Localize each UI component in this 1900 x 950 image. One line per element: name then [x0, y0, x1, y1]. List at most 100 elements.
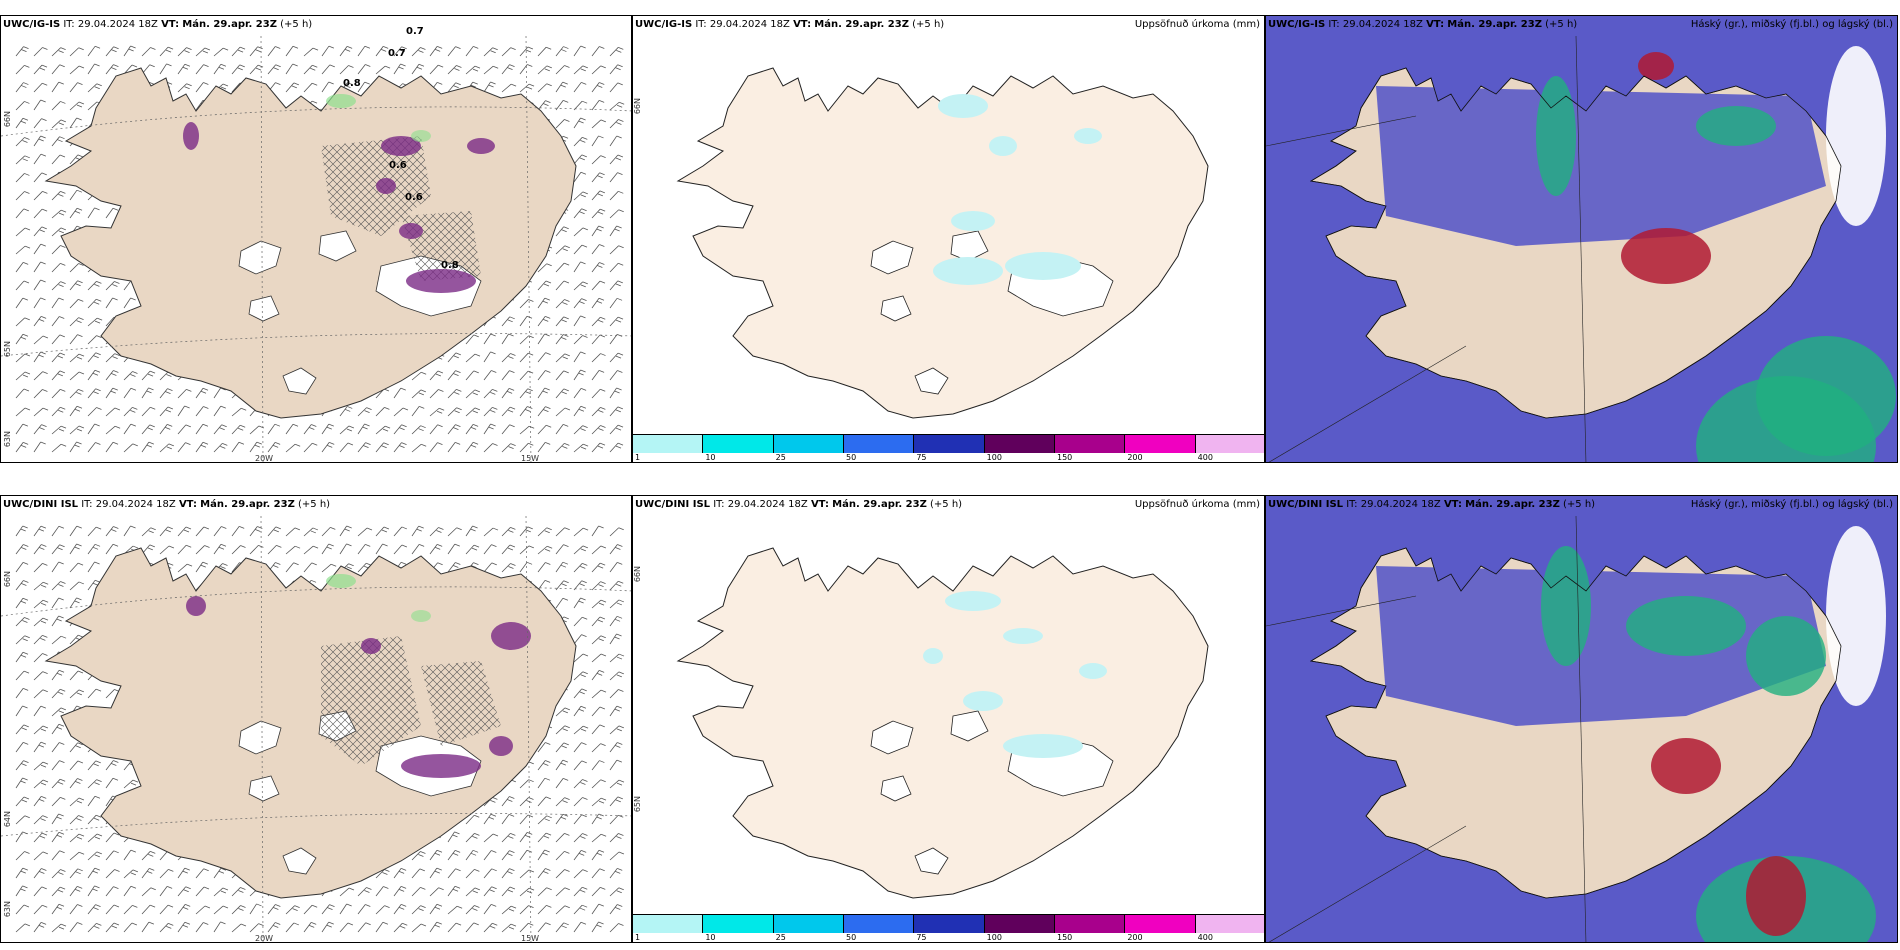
mid-cloud-patch [1541, 546, 1591, 666]
colorbar-tick-label: 1 [635, 453, 641, 462]
iceland-landmass [676, 547, 1209, 899]
panel-header: UWC/IG-IS IT: 29.04.2024 18Z VT: Mán. 29… [1268, 19, 1578, 30]
colorbar-segment [773, 915, 844, 933]
glacier [870, 240, 914, 275]
colorbar-ticks: 1 10 25 50 75 100 150 200 400 [633, 453, 1264, 462]
precip-area [945, 591, 1001, 611]
glacier [282, 367, 317, 395]
precip-value-label: 0.8 [343, 78, 361, 89]
precip-value-label: 0.8 [441, 260, 459, 271]
mid-cloud-patch [1756, 336, 1896, 456]
precip-cell [186, 596, 206, 616]
colorbar-tick-label: 1 [635, 933, 641, 942]
panel-accum-precip-igis: UWC/IG-IS IT: 29.04.2024 18Z VT: Mán. 29… [632, 15, 1265, 463]
cloud-map [1266, 16, 1897, 462]
precip-area [951, 211, 995, 231]
colorbar-segment [1054, 435, 1126, 453]
clear-sky [1826, 46, 1886, 226]
glacier [880, 295, 912, 322]
glacier [248, 775, 280, 802]
colorbar-tick-label: 150 [1057, 453, 1073, 462]
colorbar-segment [1125, 435, 1196, 453]
glacier [318, 230, 357, 262]
lon-label: 20W [255, 454, 274, 463]
high-cloud-patch [1621, 228, 1711, 284]
glacier [238, 240, 282, 275]
light-precip [326, 94, 356, 108]
precip-cell [361, 638, 381, 654]
precip-area [1003, 734, 1083, 758]
precip-cell [489, 736, 513, 756]
colorbar-segment [914, 915, 985, 933]
high-cloud-patch [1746, 856, 1806, 936]
colorbar-segment [1195, 435, 1264, 453]
precip-cell [399, 223, 423, 239]
lat-label: 66N [633, 98, 642, 115]
colorbar-segment [843, 915, 915, 933]
precip-value-label: 0.7 [406, 26, 424, 37]
high-cloud-patch [1638, 52, 1674, 80]
colorbar-segment [1195, 915, 1264, 933]
panel-field-title: Uppsöfnuð úrkoma (mm) [1134, 19, 1260, 30]
precip-cell [376, 178, 396, 194]
precip-area [933, 257, 1003, 285]
wind-barb-map [1, 515, 631, 942]
lat-label: 63N [3, 431, 12, 448]
colorbar-tick-label: 10 [705, 453, 716, 462]
glacier [950, 230, 989, 262]
colorbar-tick-label: 75 [916, 933, 927, 942]
panel-field-title: Uppsöfnuð úrkoma (mm) [1134, 499, 1260, 510]
panel-header: UWC/DINI ISL IT: 29.04.2024 18Z VT: Mán.… [3, 499, 331, 510]
precip-value-label: 0.6 [405, 192, 423, 203]
colorbar-segment [984, 915, 1055, 933]
colorbar-tick-label: 50 [846, 453, 857, 462]
glacier [248, 295, 280, 322]
precip-cell [406, 269, 476, 293]
colorbar-tick-label: 200 [1127, 933, 1143, 942]
precip-map [676, 547, 1209, 899]
colorbar-segment [1054, 915, 1126, 933]
lon-label: 15W [521, 454, 540, 463]
colorbar-tick-label: 10 [705, 933, 716, 942]
colorbar-tick-label: 50 [846, 933, 857, 942]
panel-wind-precip-igis: UWC/IG-IS IT: 29.04.2024 18Z VT: Mán. 29… [0, 15, 632, 463]
hatch-area [421, 661, 501, 746]
light-precip [411, 610, 431, 622]
mid-cloud-patch [1696, 106, 1776, 146]
precip-area [963, 691, 1003, 711]
panel-header: UWC/IG-IS IT: 29.04.2024 18Z VT: Mán. 29… [3, 19, 313, 30]
iceland-landmass [44, 67, 577, 419]
colorbar-tick-label: 25 [775, 933, 786, 942]
graticule [1, 35, 631, 462]
lon-label: 20W [255, 934, 274, 943]
glacier [870, 720, 914, 755]
colorbar-tick-label: 150 [1057, 933, 1073, 942]
precip-area [989, 136, 1017, 156]
panel-accum-precip-dini: UWC/DINI ISL IT: 29.04.2024 18Z VT: Mán.… [632, 495, 1265, 943]
coastline [1309, 67, 1842, 419]
panel-field-title: Háský (gr.), miðský (fj.bl.) og lágský (… [1690, 19, 1893, 30]
panel-header: UWC/IG-IS IT: 29.04.2024 18Z VT: Mán. 29… [635, 19, 945, 30]
precip-colorbar [633, 434, 1264, 455]
colorbar-segment [773, 435, 844, 453]
iceland-landmass [676, 67, 1209, 419]
colorbar-segment [703, 435, 774, 453]
light-precip [326, 574, 356, 588]
colorbar-tick-label: 200 [1127, 453, 1143, 462]
panel-header: UWC/DINI ISL IT: 29.04.2024 18Z VT: Mán.… [1268, 499, 1596, 510]
panel-clouds-igis: UWC/IG-IS IT: 29.04.2024 18Z VT: Mán. 29… [1265, 15, 1898, 463]
precip-area [923, 648, 943, 664]
precip-map [676, 67, 1209, 419]
wind-barb-map: 0.70.7 0.8 0.6 0.6 0.8 [1, 26, 631, 462]
glacier [950, 710, 989, 742]
panel-wind-precip-dini: UWC/DINI ISL IT: 29.04.2024 18Z VT: Mán.… [0, 495, 632, 943]
colorbar-segment [914, 435, 985, 453]
colorbar-segment [703, 915, 774, 933]
precip-area [1003, 628, 1043, 644]
colorbar-tick-label: 400 [1197, 453, 1213, 462]
high-cloud-patch [1651, 738, 1721, 794]
hatch-area [321, 636, 421, 766]
lat-label: 66N [3, 571, 12, 588]
glacier [914, 847, 949, 875]
colorbar-segment [1125, 915, 1196, 933]
